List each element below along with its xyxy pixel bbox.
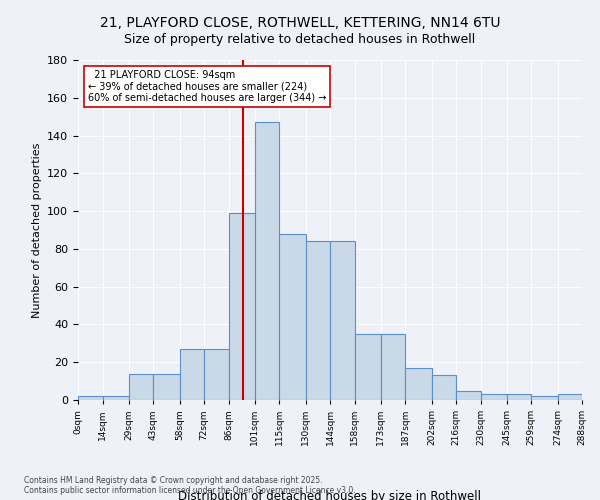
Bar	[103, 396, 129, 400]
Text: 21, PLAYFORD CLOSE, ROTHWELL, KETTERING, NN14 6TU: 21, PLAYFORD CLOSE, ROTHWELL, KETTERING,…	[100, 16, 500, 30]
Text: Size of property relative to detached houses in Rothwell: Size of property relative to detached ho…	[124, 32, 476, 46]
Bar	[405, 368, 431, 400]
Bar	[279, 234, 305, 400]
Bar	[229, 213, 255, 400]
Bar	[531, 396, 557, 400]
Bar	[481, 394, 507, 400]
Bar	[456, 390, 481, 400]
Bar	[507, 394, 531, 400]
Bar	[355, 334, 381, 400]
Text: 21 PLAYFORD CLOSE: 94sqm
← 39% of detached houses are smaller (224)
60% of semi-: 21 PLAYFORD CLOSE: 94sqm ← 39% of detach…	[88, 70, 326, 103]
Bar	[129, 374, 153, 400]
Bar	[179, 349, 204, 400]
Bar	[305, 242, 330, 400]
Bar	[330, 242, 355, 400]
Bar	[78, 396, 103, 400]
Text: Contains HM Land Registry data © Crown copyright and database right 2025.
Contai: Contains HM Land Registry data © Crown c…	[24, 476, 356, 495]
X-axis label: Distribution of detached houses by size in Rothwell: Distribution of detached houses by size …	[179, 490, 482, 500]
Bar	[431, 376, 456, 400]
Bar	[153, 374, 179, 400]
Bar	[557, 394, 582, 400]
Bar	[255, 122, 279, 400]
Bar	[204, 349, 229, 400]
Bar	[381, 334, 405, 400]
Y-axis label: Number of detached properties: Number of detached properties	[32, 142, 41, 318]
